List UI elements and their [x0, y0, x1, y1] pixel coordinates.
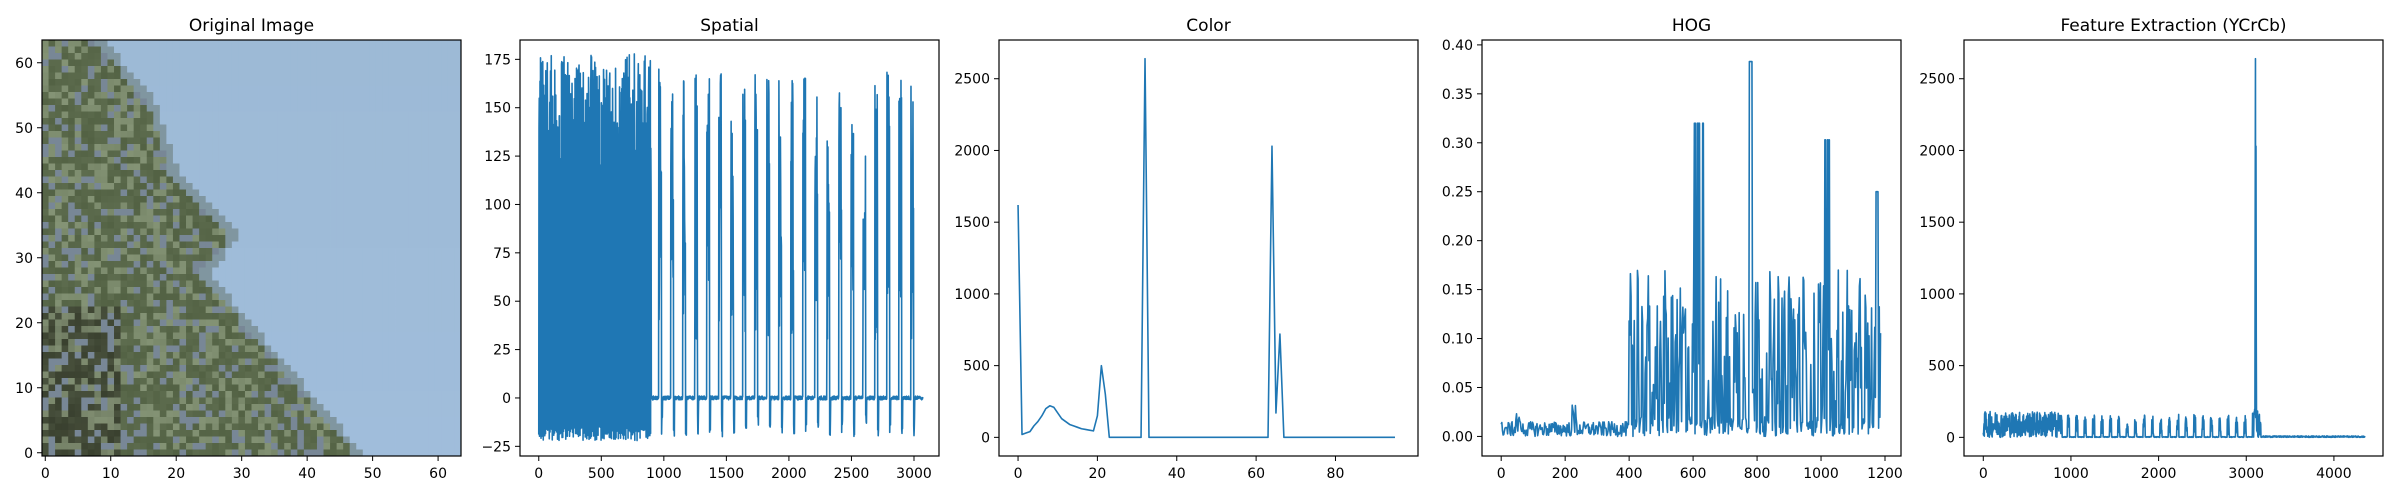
y-tick-label: 0 — [1946, 430, 1955, 446]
y-tick-label: 60 — [15, 56, 33, 72]
y-tick-label: 50 — [493, 294, 511, 310]
y-tick-label: 0 — [24, 446, 33, 462]
x-tick-label: 3000 — [2228, 466, 2264, 482]
x-tick-label: 0 — [534, 466, 543, 482]
x-tick-label: 0 — [41, 466, 50, 482]
x-tick-label: 0 — [1979, 466, 1988, 482]
y-tick-label: 0.10 — [1442, 332, 1473, 348]
x-tick-label: 30 — [233, 466, 251, 482]
x-tick-label: 40 — [298, 466, 316, 482]
y-tick-label: 30 — [15, 251, 33, 267]
x-tick-label: 60 — [429, 466, 447, 482]
axes-frame — [1963, 39, 2384, 457]
x-tick-label: 0 — [1497, 466, 1506, 482]
y-tick-label: 0.15 — [1442, 283, 1473, 299]
x-tick-label: 1000 — [2053, 466, 2089, 482]
y-tick-label: 0.35 — [1442, 87, 1473, 103]
panel-title: Color — [1186, 16, 1230, 36]
image-pixels — [42, 40, 461, 456]
y-tick-label: 150 — [484, 101, 511, 117]
x-tick-label: 2000 — [771, 466, 807, 482]
y-tick-label: 40 — [15, 186, 33, 202]
x-tick-label: 60 — [1247, 466, 1265, 482]
panel-0: 0 10 20 30 40 50 60 0 10 20 30 40 50 60 Original Image — [15, 16, 462, 482]
panel-2: 0 20 40 60 80 0 500 1000 1500 2000 2500 Color — [954, 16, 1419, 482]
y-tick-label: 0 — [502, 391, 511, 407]
y-tick-label: 2000 — [954, 143, 990, 159]
panel-title: HOG — [1672, 16, 1711, 36]
y-tick-label: 0 — [981, 430, 990, 446]
x-tick-label: 40 — [1168, 466, 1186, 482]
x-tick-label: 500 — [588, 466, 615, 482]
x-tick-label: 2000 — [2141, 466, 2177, 482]
y-tick-label: 2500 — [954, 72, 990, 88]
x-tick-label: 80 — [1327, 466, 1345, 482]
y-tick-label: 1000 — [1919, 287, 1955, 303]
x-tick-label: 20 — [167, 466, 185, 482]
y-tick-label: 50 — [15, 121, 33, 137]
y-tick-label: 500 — [1928, 359, 1955, 375]
y-tick-label: 1500 — [1919, 215, 1955, 231]
x-tick-label: 1500 — [709, 466, 745, 482]
color-line — [1017, 57, 1395, 439]
y-tick-label: 0.40 — [1442, 38, 1473, 54]
y-tick-label: 0.00 — [1442, 429, 1473, 445]
x-tick-label: 1000 — [646, 466, 682, 482]
x-tick-label: 2500 — [834, 466, 870, 482]
x-tick-label: 200 — [1552, 466, 1579, 482]
y-tick-label: 20 — [15, 316, 33, 332]
y-tick-label: 75 — [493, 246, 511, 262]
axes-frame — [998, 39, 1419, 457]
axes-frame — [519, 39, 940, 457]
x-tick-label: 1000 — [1803, 466, 1839, 482]
x-tick-label: 4000 — [2316, 466, 2352, 482]
x-tick-label: 3000 — [896, 466, 932, 482]
y-tick-label: 500 — [963, 359, 990, 375]
spatial-line — [537, 53, 924, 442]
x-tick-label: 400 — [1616, 466, 1643, 482]
panel-title: Feature Extraction (YCrCb) — [2060, 16, 2286, 36]
panel-title: Spatial — [700, 16, 759, 36]
x-tick-label: 50 — [364, 466, 382, 482]
x-tick-label: 0 — [1014, 466, 1023, 482]
y-tick-label: 0.05 — [1442, 380, 1473, 396]
feature-line — [1982, 57, 2366, 439]
axes-frame — [1481, 39, 1902, 457]
x-tick-label: 1200 — [1867, 466, 1903, 482]
y-tick-label: 2500 — [1919, 72, 1955, 88]
y-tick-label: 0.30 — [1442, 136, 1473, 152]
x-tick-label: 10 — [102, 466, 120, 482]
y-tick-label: 0.25 — [1442, 185, 1473, 201]
series-line — [537, 53, 924, 442]
y-tick-label: 1000 — [954, 287, 990, 303]
y-tick-label: 2000 — [1919, 143, 1955, 159]
panel-1: 0 500 1000 1500 2000 2500 3000 −25 0 25 50 75 100 125… — [481, 16, 940, 482]
panel-3: 0 200 400 600 800 1000 1200 0.00 0.05 0.10 0.15 0.2… — [1442, 16, 1903, 482]
axes-frame — [41, 39, 462, 457]
x-tick-label: 600 — [1680, 466, 1707, 482]
hog-line — [1500, 60, 1882, 438]
y-tick-label: −25 — [481, 439, 511, 455]
y-tick-label: 175 — [484, 52, 511, 68]
y-tick-label: 100 — [484, 197, 511, 213]
y-tick-label: 1500 — [954, 215, 990, 231]
panel-title: Original Image — [189, 16, 314, 36]
y-tick-label: 125 — [484, 149, 511, 165]
x-tick-label: 800 — [1744, 466, 1771, 482]
y-tick-label: 0.20 — [1442, 234, 1473, 250]
panel-4: 0 1000 2000 3000 4000 0 500 1000 1500 2000 2500 Fea… — [1919, 16, 2384, 482]
y-tick-label: 10 — [15, 381, 33, 397]
x-tick-label: 20 — [1088, 466, 1106, 482]
y-tick-label: 25 — [493, 343, 511, 359]
